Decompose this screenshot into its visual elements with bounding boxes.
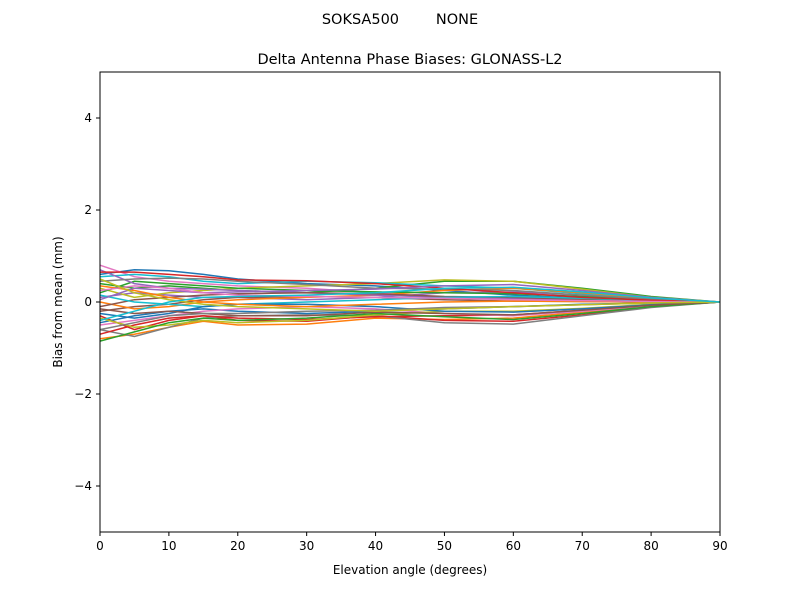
- x-tick-label: 30: [299, 539, 314, 553]
- x-tick-label: 40: [368, 539, 383, 553]
- x-tick-label: 10: [161, 539, 176, 553]
- x-tick-label: 80: [643, 539, 658, 553]
- x-tick-label: 50: [437, 539, 452, 553]
- x-tick-label: 20: [230, 539, 245, 553]
- y-tick-label: 0: [84, 295, 92, 309]
- y-axis-label: Bias from mean (mm): [51, 236, 65, 367]
- series-line-s24: [100, 271, 721, 303]
- series-line-s25: [99, 283, 721, 303]
- series-line-s18: [99, 277, 721, 303]
- x-tick-label: 60: [506, 539, 521, 553]
- x-tick-label: 0: [96, 539, 104, 553]
- y-tick-label: −4: [74, 479, 92, 493]
- series-line-s30: [99, 286, 721, 322]
- series-line-s13: [99, 280, 721, 303]
- y-tick-label: 2: [84, 203, 92, 217]
- x-tick-label: 70: [575, 539, 590, 553]
- series-line-s22: [99, 285, 720, 308]
- chart-title: Delta Antenna Phase Biases: GLONASS-L2: [257, 52, 562, 68]
- y-tick-label: −2: [74, 387, 92, 401]
- x-tick-label: 90: [712, 539, 727, 553]
- y-tick-label: 4: [84, 111, 92, 125]
- series-line-s26: [99, 301, 721, 317]
- x-axis-label: Elevation angle (degrees): [333, 563, 487, 577]
- series-lines: [99, 264, 721, 342]
- series-line-s23: [99, 301, 721, 342]
- suptitle: SOKSA500 NONE: [322, 12, 478, 28]
- y-ticks: −4 −2 0 2 4: [74, 111, 100, 493]
- x-ticks: 0 10 20 30 40 50 60 70 80 90: [96, 532, 728, 553]
- series-line-s9: [99, 279, 721, 303]
- series-line-s29: [99, 278, 721, 312]
- series-line-s27: [99, 285, 721, 303]
